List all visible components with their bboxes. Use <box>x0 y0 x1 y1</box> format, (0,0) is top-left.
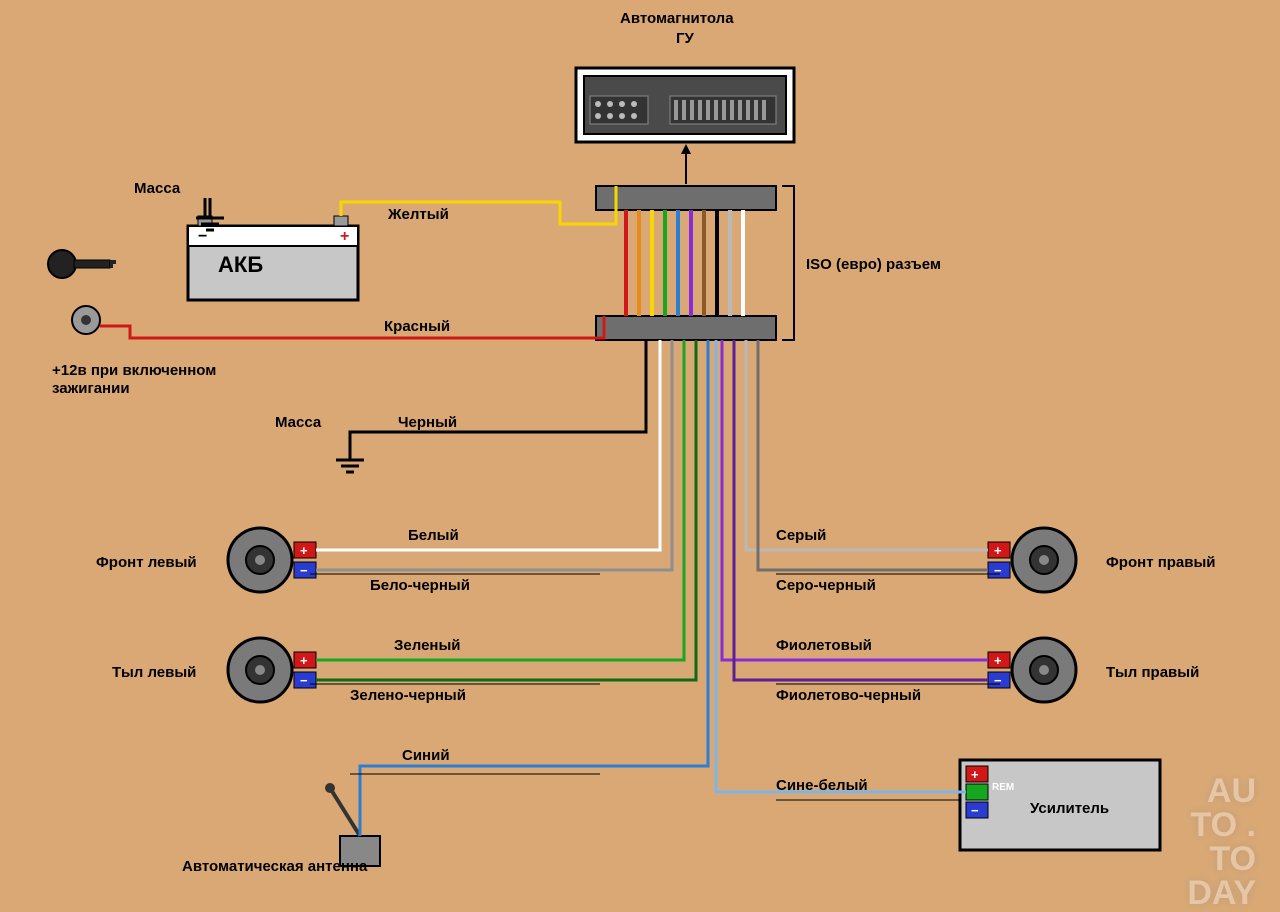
svg-text:−: − <box>300 673 308 688</box>
lbl-iso: ISO (евро) разъем <box>806 256 941 273</box>
svg-text:+: + <box>994 543 1002 558</box>
lbl-blue: Синий <box>402 747 450 764</box>
lbl-massa: Масса <box>134 180 180 197</box>
svg-text:+: + <box>300 543 308 558</box>
lbl-black: Черный <box>398 414 457 431</box>
svg-text:−: − <box>971 803 979 818</box>
lbl-ign1: +12в при включенном <box>52 362 216 379</box>
lbl-bluewhite: Сине-белый <box>776 777 868 794</box>
lbl-greyblack: Серо-черный <box>776 577 876 594</box>
svg-text:+: + <box>300 653 308 668</box>
lbl-green: Зеленый <box>394 637 461 654</box>
lbl-fr: Фронт правый <box>1106 554 1216 571</box>
lbl-rr: Тыл правый <box>1106 664 1199 681</box>
lbl-violet: Фиолетовый <box>776 637 872 654</box>
wm4: DAY <box>1187 874 1256 912</box>
svg-text:+: + <box>971 767 979 782</box>
title-line2: ГУ <box>676 30 694 47</box>
svg-text:−: − <box>300 563 308 578</box>
lbl-massa2: Масса <box>275 414 321 431</box>
lbl-ign2: зажигании <box>52 380 130 397</box>
lbl-violetblack: Фиолетово-черный <box>776 687 921 704</box>
svg-text:+: + <box>340 228 349 245</box>
lbl-white: Белый <box>408 527 459 544</box>
lbl-yellow: Желтый <box>388 206 449 223</box>
lbl-fl: Фронт левый <box>96 554 197 571</box>
title-line1: Автомагнитола <box>620 10 734 27</box>
wiring-diagram: − + + − + − + − + − + − <box>0 0 1280 912</box>
lbl-grey: Серый <box>776 527 826 544</box>
svg-text:−: − <box>198 228 207 245</box>
lbl-red: Красный <box>384 318 450 335</box>
lbl-antenna: Автоматическая антенна <box>182 858 367 875</box>
svg-text:−: − <box>994 563 1002 578</box>
lbl-amp: Усилитель <box>1030 800 1109 817</box>
svg-text:+: + <box>994 653 1002 668</box>
lbl-rem: REM <box>992 782 1014 793</box>
lbl-rl: Тыл левый <box>112 664 196 681</box>
lbl-akb: АКБ <box>218 252 263 278</box>
lbl-whiteblack: Бело-черный <box>370 577 470 594</box>
svg-text:−: − <box>994 673 1002 688</box>
lbl-greenblack: Зелено-черный <box>350 687 466 704</box>
